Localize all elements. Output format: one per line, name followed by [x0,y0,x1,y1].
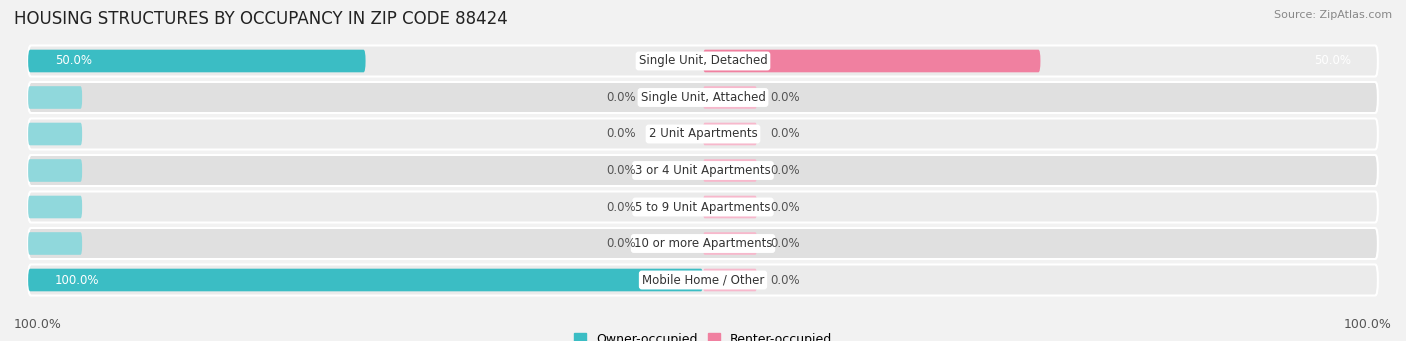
FancyBboxPatch shape [703,50,1040,72]
Text: 0.0%: 0.0% [770,128,800,140]
Text: 0.0%: 0.0% [606,237,636,250]
FancyBboxPatch shape [28,155,1378,186]
FancyBboxPatch shape [703,269,756,291]
FancyBboxPatch shape [703,86,756,109]
Text: 100.0%: 100.0% [14,318,62,331]
FancyBboxPatch shape [28,159,82,182]
Text: 0.0%: 0.0% [770,91,800,104]
FancyBboxPatch shape [28,45,1378,76]
FancyBboxPatch shape [28,228,1378,259]
Text: 50.0%: 50.0% [55,55,93,68]
FancyBboxPatch shape [28,196,82,218]
FancyBboxPatch shape [28,82,1378,113]
FancyBboxPatch shape [28,265,1378,296]
Text: 5 to 9 Unit Apartments: 5 to 9 Unit Apartments [636,201,770,213]
Text: 0.0%: 0.0% [770,237,800,250]
Text: Source: ZipAtlas.com: Source: ZipAtlas.com [1274,10,1392,20]
FancyBboxPatch shape [28,192,1378,223]
Text: Mobile Home / Other: Mobile Home / Other [641,273,765,286]
Text: 0.0%: 0.0% [606,91,636,104]
FancyBboxPatch shape [28,118,1378,149]
FancyBboxPatch shape [28,232,82,255]
FancyBboxPatch shape [28,123,82,145]
FancyBboxPatch shape [703,196,756,218]
Text: 0.0%: 0.0% [770,273,800,286]
Text: HOUSING STRUCTURES BY OCCUPANCY IN ZIP CODE 88424: HOUSING STRUCTURES BY OCCUPANCY IN ZIP C… [14,10,508,28]
Text: 2 Unit Apartments: 2 Unit Apartments [648,128,758,140]
Text: 3 or 4 Unit Apartments: 3 or 4 Unit Apartments [636,164,770,177]
FancyBboxPatch shape [703,123,756,145]
Text: 50.0%: 50.0% [1313,55,1351,68]
FancyBboxPatch shape [703,159,756,182]
Text: 0.0%: 0.0% [770,164,800,177]
Text: 0.0%: 0.0% [770,201,800,213]
Legend: Owner-occupied, Renter-occupied: Owner-occupied, Renter-occupied [568,328,838,341]
FancyBboxPatch shape [28,86,82,109]
Text: 0.0%: 0.0% [606,128,636,140]
FancyBboxPatch shape [28,269,703,291]
FancyBboxPatch shape [28,50,366,72]
Text: 100.0%: 100.0% [55,273,100,286]
Text: 10 or more Apartments: 10 or more Apartments [634,237,772,250]
Text: 100.0%: 100.0% [1344,318,1392,331]
FancyBboxPatch shape [703,232,756,255]
Text: Single Unit, Detached: Single Unit, Detached [638,55,768,68]
Text: Single Unit, Attached: Single Unit, Attached [641,91,765,104]
Text: 0.0%: 0.0% [606,164,636,177]
Text: 0.0%: 0.0% [606,201,636,213]
